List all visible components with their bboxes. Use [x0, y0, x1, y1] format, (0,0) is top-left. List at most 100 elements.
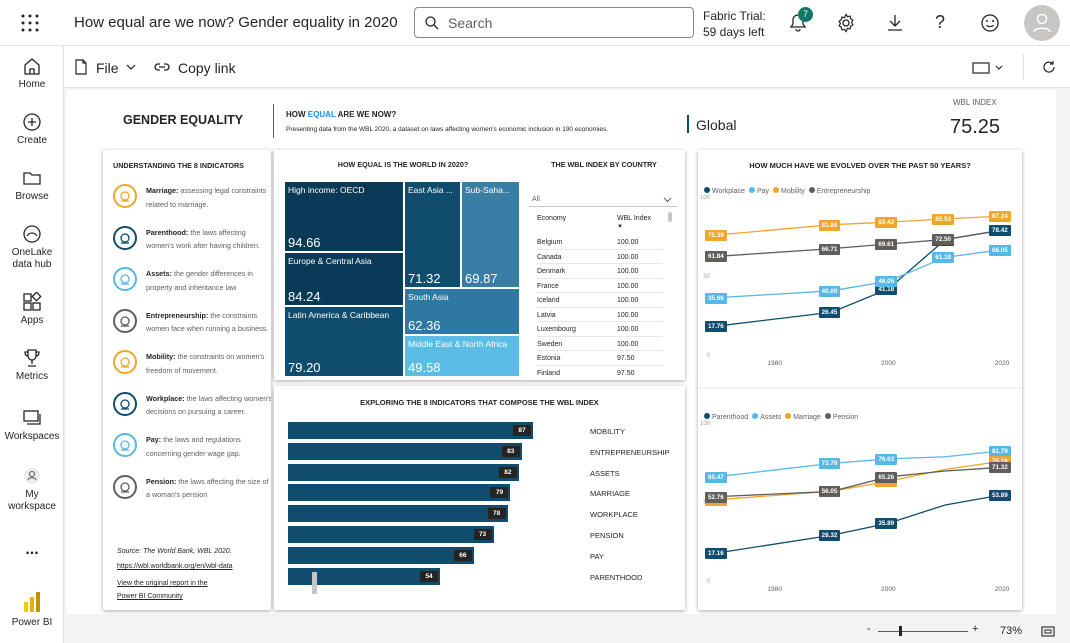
settings-gear-icon[interactable] [836, 13, 856, 38]
evolution-panel: HOW MUCH HAVE WE EVOLVED OVER THE PAST 5… [698, 150, 1022, 610]
feedback-smiley-icon[interactable] [980, 13, 1000, 38]
report-title[interactable]: How equal are we now? Gender equality in… [74, 14, 398, 31]
community-link[interactable]: Power BI Community [117, 593, 183, 600]
user-avatar[interactable] [1024, 5, 1060, 41]
indicator-desc: the laws affecting women's work after ha… [146, 227, 261, 251]
table-row[interactable]: Finland 97.50 [537, 366, 663, 379]
nav-powerbi-brand[interactable]: Power BI [0, 590, 64, 629]
table-row[interactable]: Luxembourg 100.00 [537, 322, 663, 337]
nav-apps[interactable]: Apps [0, 292, 64, 327]
data-label: 83.42 [875, 217, 898, 229]
notifications-bell-icon[interactable]: 7 [788, 7, 813, 38]
nav-workspaces[interactable]: Workspaces [0, 408, 64, 443]
bar-parenthood[interactable] [288, 567, 441, 585]
table-row[interactable]: Canada 100.00 [537, 250, 663, 264]
bar-marriage[interactable] [288, 484, 511, 502]
indicator-text: Assets: the gender differences in proper… [146, 267, 271, 294]
bar-scroll-handle[interactable] [312, 572, 317, 594]
treemap-tile[interactable]: High income: OECD 94.66 [285, 182, 403, 251]
x-tick-label: 2000 [881, 360, 896, 367]
indicator-desc: the laws and regulations concerning gend… [146, 435, 241, 458]
series-line-assets[interactable] [717, 450, 1003, 478]
treemap-tile[interactable]: South Asia 62.36 [405, 289, 519, 334]
series-line-parenthood[interactable] [717, 494, 1003, 554]
zoom-out-button[interactable]: - [867, 623, 871, 635]
bar-assets[interactable] [288, 463, 519, 481]
series-line-marriage[interactable] [717, 460, 1003, 501]
legend-item[interactable]: Parenthood [704, 413, 748, 421]
view-mode-button[interactable] [972, 61, 1004, 79]
legend-label: Pension [832, 414, 859, 421]
table-header-economy[interactable]: Economy [537, 215, 567, 222]
nav-create[interactable]: Create [0, 112, 64, 147]
bar-pay[interactable] [288, 546, 474, 564]
indicator-text: Marriage: assessing legal constraints re… [146, 184, 271, 211]
chart-separator [698, 387, 1022, 389]
bar-value-label: 82 [498, 466, 517, 478]
series-line-workplace[interactable] [717, 229, 1003, 327]
series-line-pay[interactable] [717, 248, 1003, 299]
zoom-slider-track[interactable] [878, 631, 968, 632]
original-report-link[interactable]: View the original report in the [117, 580, 208, 587]
table-header-wbl[interactable]: WBL Index [617, 215, 651, 222]
series-line-entrepreneurship[interactable] [717, 229, 1003, 257]
global-marker [687, 115, 689, 133]
table-row[interactable]: France 100.00 [537, 279, 663, 293]
x-tick-label: 2000 [881, 586, 896, 593]
legend-item[interactable]: Pension [824, 413, 859, 421]
nav-my-workspace[interactable]: My workspace [0, 466, 64, 513]
zoom-level: 73% [1000, 625, 1023, 637]
notification-count-badge: 7 [798, 7, 813, 22]
download-icon[interactable] [885, 13, 905, 38]
bar-workplace[interactable] [288, 505, 508, 523]
treemap-chart[interactable]: High income: OECD 94.66 Europe & Central A… [285, 182, 519, 376]
nav-more-ellipsis[interactable]: ... [25, 541, 39, 558]
legend-item[interactable]: Entrepreneurship [808, 187, 870, 195]
trial-status[interactable]: Fabric Trial: 59 days left [703, 8, 766, 40]
table-scrollbar[interactable] [668, 212, 672, 222]
table-row[interactable]: Latvia 100.00 [537, 308, 663, 322]
table-row[interactable]: Belgium 100.00 [537, 235, 663, 250]
help-icon[interactable]: ? [935, 12, 946, 32]
legend-item[interactable]: Workplace [704, 187, 745, 195]
treemap-tile[interactable]: Middle East & North Africa 49.58 [405, 336, 519, 376]
economy-filter-dropdown[interactable]: All [529, 193, 677, 207]
table-row[interactable]: Sweden 100.00 [537, 337, 663, 351]
refresh-icon[interactable] [1042, 60, 1056, 79]
wbl-index-label: WBL INDEX [953, 98, 997, 107]
legend-dot [752, 413, 759, 419]
search-box[interactable]: Search [414, 7, 694, 38]
nav-home[interactable]: Home [0, 56, 64, 91]
legend-item[interactable]: Pay [748, 187, 769, 195]
evolution-chart-top[interactable]: Workplace Pay Mobility Entrepreneurship 0 50 1… [698, 174, 1022, 384]
app-launcher-icon[interactable] [20, 13, 40, 38]
fit-page-icon[interactable] [1041, 626, 1055, 637]
source-link[interactable]: https://wbl.worldbank.org/en/wbl-data [117, 563, 233, 570]
table-cell-wbl: 100.00 [617, 297, 639, 304]
legend-item[interactable]: Mobility [773, 187, 805, 195]
table-row[interactable]: Denmark 100.00 [537, 264, 663, 279]
nav-onelake[interactable]: OneLake data hub [0, 224, 64, 271]
bar-entrepreneurship[interactable] [288, 442, 522, 460]
table-row[interactable]: Estonia 97.50 [537, 351, 663, 366]
data-label: 66.05 [989, 244, 1011, 256]
bar-pension[interactable] [288, 526, 494, 543]
treemap-tile[interactable]: Europe & Central Asia 84.24 [285, 253, 403, 305]
nav-label-my-workspace: My workspace [8, 489, 56, 512]
bar-mobility[interactable] [288, 422, 533, 439]
treemap-tile[interactable]: Sub-Saha... 69.87 [462, 182, 519, 287]
legend-item[interactable]: Marriage [785, 413, 821, 421]
nav-metrics[interactable]: Metrics [0, 348, 64, 383]
zoom-slider-thumb[interactable] [899, 626, 902, 636]
treemap-tile[interactable]: East Asia ... 71.32 [405, 182, 460, 287]
zoom-in-button[interactable]: + [972, 623, 979, 635]
series-line-mobility[interactable] [717, 215, 1003, 236]
legend-item[interactable]: Assets [752, 413, 781, 421]
indicators-bar-chart[interactable]: 87 MOBILITY 83 ENTREPRENEURSHIP 82 ASSETS 79 MA… [288, 422, 678, 602]
global-filter-label[interactable]: Global [696, 117, 737, 133]
table-row[interactable]: Iceland 100.00 [537, 293, 663, 308]
nav-browse[interactable]: Browse [0, 168, 64, 203]
data-label: 41.18 [875, 283, 898, 295]
evolution-chart-bottom[interactable]: ParenthoodAssetsMarriagePension050100198… [698, 400, 1022, 610]
treemap-tile[interactable]: Latin America & Caribbean 79.20 [285, 307, 403, 376]
